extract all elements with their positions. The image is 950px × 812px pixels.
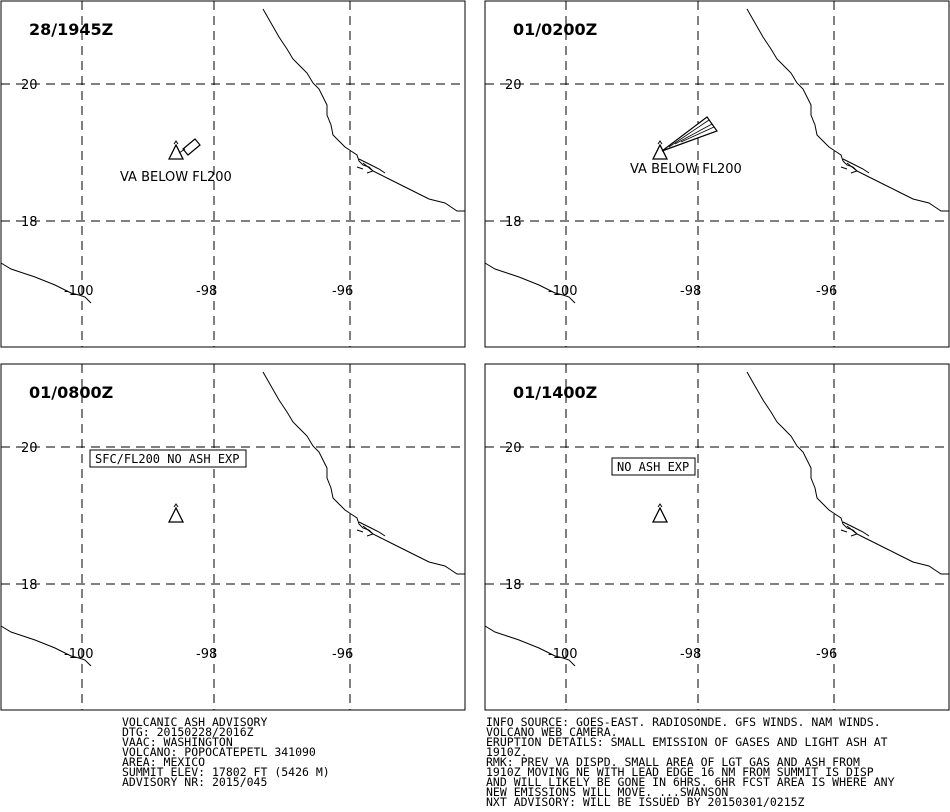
map-panel-1: 28/1945Z 20 18 -100 -98 -96 VA BELOW FL200 [0,0,466,348]
longitude-label: -96 [332,284,353,299]
advisory-line: NEW EMISSIONS WILL MOVE. ...SWANSON [486,785,729,799]
advisory-line: VAAC: WASHINGTON [122,735,233,749]
map-panel-4: 01/1400Z 20 18 -100 -98 -96 NO ASH EXP [484,363,950,711]
panel-time-label: 01/1400Z [513,383,597,402]
advisory-line: RMK: PREV VA DISPD. SMALL AREA OF LGT GA… [486,755,860,769]
longitude-label: -96 [816,284,837,299]
advisory-line: VOLCANO: POPOCATEPETL 341090 [122,745,316,759]
volcano-symbol [167,143,185,160]
advisory-right-block: INFO SOURCE: GOES-EAST. RADIOSONDE. GFS … [486,715,895,809]
advisory-line: AREA: MEXICO [122,755,206,769]
plume-hatch-line [680,126,715,143]
gulf-coastline [746,371,949,575]
advisory-line: 1910Z. [486,745,528,759]
latitude-label: 20 [21,441,38,456]
panel-time-label: 28/1945Z [29,20,113,39]
volcano-vent [173,140,179,145]
latitude-label: 18 [505,215,522,230]
forecast-status-text: SFC/FL200 NO ASH EXP [95,452,240,466]
panel-frame [0,363,466,711]
advisory-line: ADVISORY NR: 2015/045 [122,775,268,789]
panel-frame [484,0,950,348]
advisory-left-block: VOLCANIC ASH ADVISORY DTG: 20150228/2016Z… [122,715,330,789]
volcano-symbol [651,143,669,160]
coastal-spit [356,158,386,174]
advisory-line: VOLCANO WEB CAMERA. [486,725,618,739]
map-panel-3: 01/0800Z 20 18 -100 -98 -96 SFC/FL200 NO ASH E… [0,363,466,711]
ash-height-annotation: VA BELOW FL200 [120,170,232,185]
advisory-line: SUMMIT ELEV: 17802 FT (5426 M) [122,765,330,779]
panel-frame [0,0,466,348]
plume-hatch-line [668,119,710,148]
longitude-label: -100 [64,284,94,299]
advisory-line: NXT ADVISORY: WILL BE ISSUED BY 20150301… [486,795,805,809]
pacific-coastline [484,625,576,667]
panel-time-label: 01/0200Z [513,20,597,39]
forecast-status-text: NO ASH EXP [617,460,689,474]
volcano-vent [173,503,179,508]
advisory-line: INFO SOURCE: GOES-EAST. RADIOSONDE. GFS … [486,715,881,729]
longitude-label: -98 [196,647,217,662]
latitude-label: 18 [21,215,38,230]
ash-plume-area [182,138,201,156]
gulf-coastline [262,371,465,575]
gulf-coastline [262,8,465,212]
advisory-line: DTG: 20150228/2016Z [122,725,254,739]
panel-time-label: 01/0800Z [29,383,113,402]
volcano-vent [657,503,663,508]
longitude-label: -100 [548,284,578,299]
longitude-label: -98 [680,647,701,662]
coastal-spit [840,158,870,174]
coastal-spit [356,521,386,537]
volcano-vent [657,140,663,145]
panel-frame [484,363,950,711]
forecast-status-box [611,457,696,476]
plume-connector [178,148,186,154]
coastal-spit [840,521,870,537]
advisory-line: ERUPTION DETAILS: SMALL EMISSION OF GASE… [486,735,888,749]
pacific-coastline [0,625,92,667]
map-panel-2: 01/0200Z 20 18 -100 -98 -96 VA BELOW FL200 [484,0,950,348]
volcano-symbol [167,506,185,523]
latitude-label: 20 [505,78,522,93]
longitude-label: -96 [816,647,837,662]
ash-height-annotation: VA BELOW FL200 [630,162,742,177]
longitude-label: -100 [64,647,94,662]
latitude-label: 20 [505,441,522,456]
longitude-label: -98 [680,284,701,299]
longitude-label: -100 [548,647,578,662]
latitude-label: 18 [21,578,38,593]
advisory-line: VOLCANIC ASH ADVISORY [122,715,268,729]
pacific-coastline [484,262,576,304]
forecast-status-box [89,449,247,468]
longitude-label: -96 [332,647,353,662]
pacific-coastline [0,262,92,304]
gulf-coastline [746,8,949,212]
advisory-line: AND WILL LIKELY BE GONE IN 6HRS. 6HR FCS… [486,775,895,789]
plume-hatch-line [674,123,713,145]
latitude-label: 18 [505,578,522,593]
latitude-label: 20 [21,78,38,93]
longitude-label: -98 [196,284,217,299]
advisory-line: 1910Z MOVING NE WITH LEAD EDGE 16 NM FRO… [486,765,874,779]
volcano-symbol [651,506,669,523]
